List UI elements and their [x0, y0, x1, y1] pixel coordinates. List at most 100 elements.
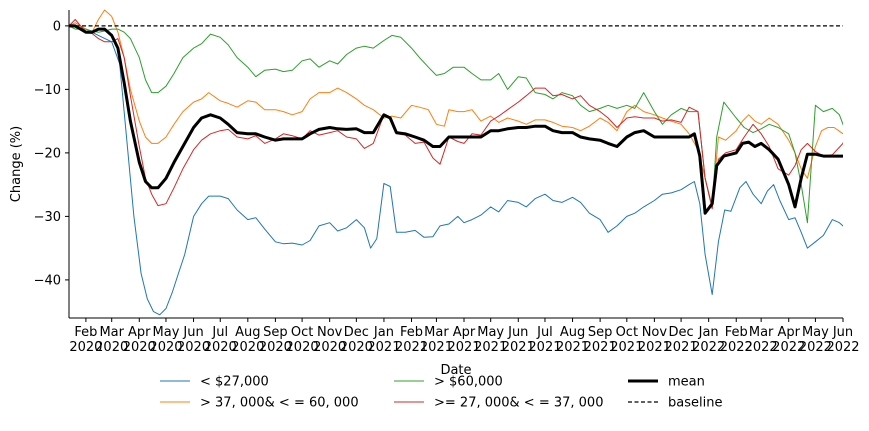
x-axis-label: Date — [440, 363, 471, 378]
y-tick-label: −30 — [34, 210, 61, 225]
x-tick-label: Apr 2022 — [772, 325, 805, 355]
series-line-27-000 — [69, 25, 843, 316]
legend-label-27-000-37-000: >= 27, 000& < = 37, 000 — [434, 396, 603, 411]
x-tick-year: 2020 — [313, 340, 346, 355]
x-tick-month: Jan — [373, 325, 394, 340]
x-tick-year: 2022 — [745, 340, 778, 355]
x-tick-label: Aug 2020 — [231, 325, 264, 355]
x-tick-month: Dec — [344, 325, 369, 340]
x-tick-year: 2021 — [638, 340, 671, 355]
y-tick-label: −20 — [34, 146, 61, 161]
x-tick-label: Nov 2020 — [313, 325, 346, 355]
x-tick-year: 2021 — [556, 340, 589, 355]
x-tick-label: Feb 2022 — [720, 325, 753, 355]
x-tick-year: 2022 — [720, 340, 753, 355]
x-tick-label: Nov 2021 — [638, 325, 671, 355]
x-tick-label: May 2021 — [474, 325, 507, 355]
x-tick-year: 2021 — [584, 340, 617, 355]
x-tick-month: May — [153, 325, 180, 340]
x-tick-label: May 2022 — [799, 325, 832, 355]
x-tick-year: 2021 — [610, 340, 643, 355]
x-tick-label: Feb 2020 — [69, 325, 102, 355]
y-axis-label: Change (%) — [9, 126, 24, 202]
x-tick-year: 2021 — [665, 340, 698, 355]
y-tick-label: −10 — [34, 83, 61, 98]
axes-layer — [68, 10, 843, 319]
x-tick-month: Jun — [182, 325, 203, 340]
x-tick-label: Jul 2021 — [528, 325, 561, 355]
x-tick-year: 2021 — [502, 340, 535, 355]
x-tick-label: Sep 2020 — [259, 325, 292, 355]
x-tick-year: 2021 — [367, 340, 400, 355]
x-tick-label: Dec 2021 — [665, 325, 698, 355]
legend-label-baseline: baseline — [668, 396, 722, 411]
x-tick-month: Feb — [725, 325, 748, 340]
x-tick-label: May 2020 — [149, 325, 182, 355]
x-tick-year: 2021 — [528, 340, 561, 355]
x-tick-label: Aug 2021 — [556, 325, 589, 355]
series-line-60-000 — [69, 25, 843, 224]
x-tick-year: 2020 — [177, 340, 210, 355]
x-tick-month: Aug — [560, 325, 585, 340]
x-tick-label: Dec 2020 — [340, 325, 373, 355]
x-tick-year: 2020 — [231, 340, 264, 355]
x-tick-label: Oct 2021 — [610, 325, 643, 355]
legend-label-60-000: > $60,000 — [434, 375, 503, 390]
x-tick-label: Mar 2022 — [745, 325, 778, 355]
x-tick-year: 2021 — [395, 340, 428, 355]
x-tick-label: Jun 2021 — [502, 325, 535, 355]
x-tick-label: Apr 2020 — [123, 325, 156, 355]
x-tick-month: Apr — [777, 325, 800, 340]
x-tick-label: Jan 2022 — [692, 325, 725, 355]
x-tick-year: 2020 — [123, 340, 156, 355]
x-tick-label: Mar 2020 — [95, 325, 128, 355]
x-tick-year: 2022 — [772, 340, 805, 355]
series-layer — [69, 9, 843, 316]
x-tick-year: 2021 — [447, 340, 480, 355]
x-tick-year: 2020 — [259, 340, 292, 355]
x-tick-year: 2020 — [286, 340, 319, 355]
x-tick-month: Jul — [211, 325, 228, 340]
y-tick-label: 0 — [53, 19, 61, 34]
x-tick-label: Apr 2021 — [447, 325, 480, 355]
x-tick-month: Nov — [317, 325, 343, 340]
x-tick-year: 2022 — [826, 340, 859, 355]
x-tick-label: Mar 2021 — [420, 325, 453, 355]
x-tick-year: 2022 — [692, 340, 725, 355]
x-tick-label: Jan 2021 — [367, 325, 400, 355]
x-tick-month: Jun — [507, 325, 528, 340]
y-tick-label: −40 — [34, 273, 61, 288]
legend: < $27,000 > 37, 000& < = 60, 000 > $60,000… — [160, 375, 722, 411]
series-line-27-000-37-000 — [69, 19, 843, 210]
x-tick-month: Apr — [453, 325, 476, 340]
x-tick-month: Sep — [263, 325, 288, 340]
x-tick-month: Mar — [99, 325, 124, 340]
x-tick-month: Oct — [291, 325, 313, 340]
legend-label-37-000-60-000: > 37, 000& < = 60, 000 — [200, 396, 359, 411]
x-tick-month: Aug — [235, 325, 260, 340]
x-tick-year: 2021 — [420, 340, 453, 355]
x-tick-label: Jul 2020 — [204, 325, 237, 355]
x-tick-label: Oct 2020 — [286, 325, 319, 355]
x-tick-label: Feb 2021 — [395, 325, 428, 355]
x-tick-month: Jan — [698, 325, 719, 340]
series-line-mean — [69, 24, 843, 215]
x-tick-year: 2020 — [149, 340, 182, 355]
x-tick-month: Dec — [669, 325, 694, 340]
x-tick-year: 2021 — [474, 340, 507, 355]
legend-label-mean: mean — [668, 375, 705, 390]
x-tick-month: Mar — [749, 325, 774, 340]
x-tick-month: Sep — [588, 325, 613, 340]
x-tick-month: May — [802, 325, 829, 340]
legend-label-27-000: < $27,000 — [200, 375, 269, 390]
x-tick-year: 2020 — [204, 340, 237, 355]
x-tick-month: Feb — [400, 325, 423, 340]
x-tick-month: Oct — [616, 325, 638, 340]
x-tick-month: May — [477, 325, 504, 340]
x-tick-month: Apr — [128, 325, 151, 340]
x-tick-year: 2020 — [95, 340, 128, 355]
x-tick-month: Jul — [536, 325, 553, 340]
